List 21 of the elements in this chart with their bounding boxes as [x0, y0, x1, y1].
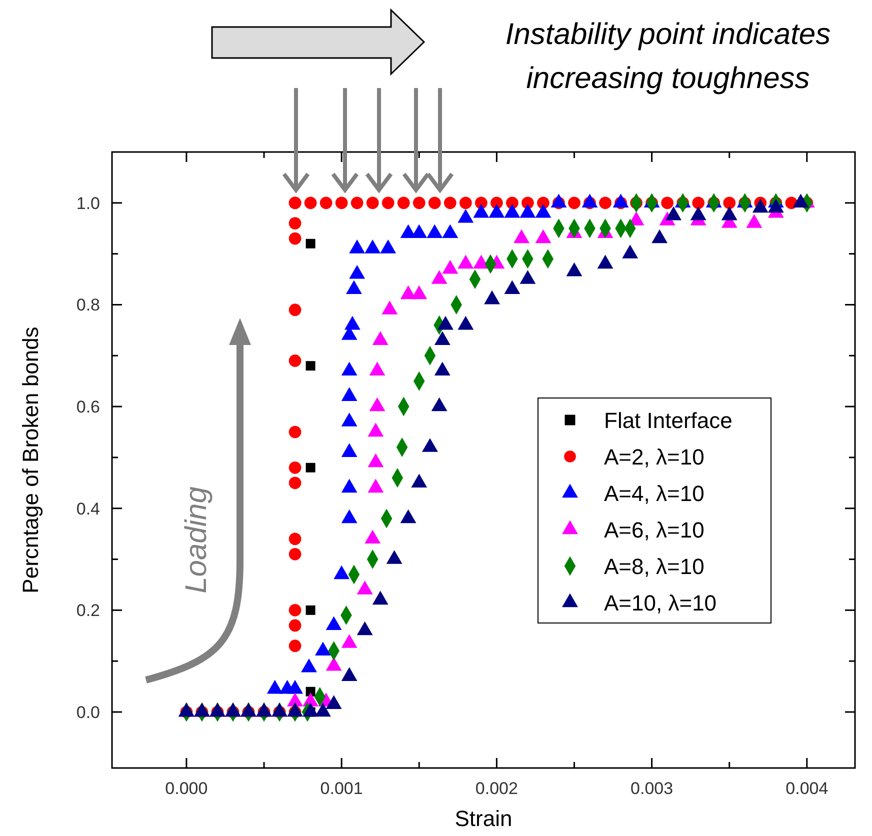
- legend-label: A=6, λ=10: [604, 518, 704, 542]
- y-tick-label: 0.0: [76, 703, 100, 722]
- y-tick-label: 0.8: [76, 296, 100, 315]
- x-tick-label: 0.001: [320, 779, 363, 798]
- x-tick-label: 0.003: [630, 779, 674, 798]
- y-tick-label: 0.2: [76, 601, 100, 620]
- annotation: Loading: [180, 486, 213, 594]
- legend-label: Flat Interface: [604, 408, 732, 433]
- x-tick-label: 0.000: [165, 779, 208, 798]
- legend-label: A=4, λ=10: [604, 481, 704, 506]
- y-axis-title: Percntage of Broken bonds: [18, 326, 43, 594]
- y-tick-label: 0.6: [76, 398, 100, 417]
- legend-label: A=8, λ=10: [604, 554, 704, 579]
- legend-label: A=10, λ=10: [604, 590, 717, 616]
- text: Instability point indicates increasing toughness: [505, 18, 831, 95]
- x-tick-label: 0.002: [475, 779, 518, 798]
- legend-label: A=2, λ=10: [604, 444, 704, 470]
- y-tick-label: 0.4: [76, 499, 100, 518]
- y-tick-label: 1.0: [76, 194, 100, 213]
- x-tick-label: 0.004: [786, 779, 828, 798]
- x-axis-title: Strain: [454, 806, 512, 831]
